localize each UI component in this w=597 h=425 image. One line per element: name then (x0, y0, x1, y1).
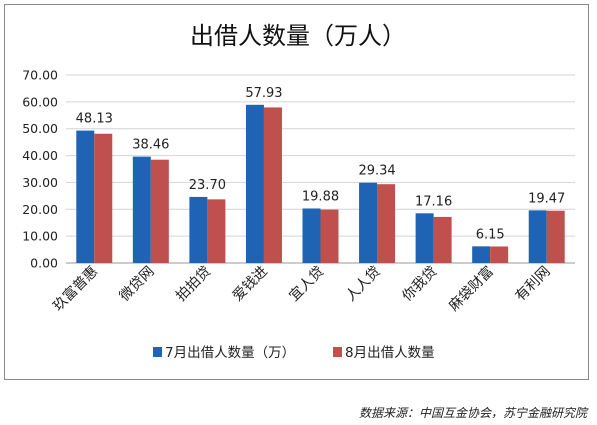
x-category-label: 你我贷 (399, 264, 440, 305)
data-label: 19.47 (528, 191, 565, 206)
bar-august (263, 107, 282, 264)
bar-august (433, 216, 452, 263)
data-label: 17.16 (415, 194, 452, 209)
x-category-label: 人人贷 (343, 264, 384, 305)
bar-july (302, 208, 321, 263)
source-note: 数据来源：中国互金协会，苏宁金融研究院 (358, 406, 587, 420)
data-label: 48.13 (76, 112, 113, 127)
data-label: 23.70 (189, 178, 226, 193)
bar-july (189, 196, 208, 263)
data-label: 57.93 (245, 86, 282, 101)
x-category-label: 拍拍贷 (173, 264, 214, 305)
bar-july (528, 210, 547, 263)
bar-august (320, 209, 339, 263)
y-tick-label: 70.00 (22, 68, 58, 83)
data-label: 38.46 (132, 138, 169, 153)
x-category-label: 玖富普惠 (49, 263, 101, 315)
bar-july (76, 130, 95, 263)
y-tick-label: 10.00 (22, 229, 58, 244)
x-category-label: 麻袋财富 (445, 263, 497, 315)
y-tick-label: 30.00 (22, 175, 58, 190)
y-tick-label: 50.00 (22, 121, 58, 136)
y-tick-label: 0.00 (30, 256, 58, 271)
x-category-label: 微贷网 (117, 264, 158, 305)
x-category-label: 有利网 (513, 264, 554, 305)
data-label: 6.15 (476, 227, 505, 242)
bar-august (546, 210, 565, 263)
bar-july (359, 182, 378, 263)
data-label: 19.88 (302, 189, 339, 204)
bar-july (245, 104, 264, 263)
bar-july (472, 246, 491, 263)
bar-july (132, 156, 151, 263)
bar-august (207, 199, 226, 263)
data-label: 29.34 (358, 164, 395, 179)
bar-august (150, 159, 169, 263)
bar-august (490, 246, 509, 263)
bar-july (415, 213, 434, 263)
x-category-label: 宜人贷 (286, 264, 327, 305)
x-category-label: 爱钱进 (230, 264, 271, 305)
y-tick-label: 60.00 (22, 94, 58, 109)
y-tick-label: 40.00 (22, 148, 58, 163)
legend-label-august: 8月出借人数量 (345, 345, 435, 361)
legend-swatch-july (153, 347, 162, 357)
legend-label-july: 7月出借人数量（万） (165, 345, 295, 361)
legend-swatch-august (333, 347, 342, 357)
y-tick-label: 20.00 (22, 202, 58, 217)
bar-august (377, 184, 396, 263)
chart-title: 出借人数量（万人） (190, 22, 406, 50)
bar-august (94, 133, 113, 263)
